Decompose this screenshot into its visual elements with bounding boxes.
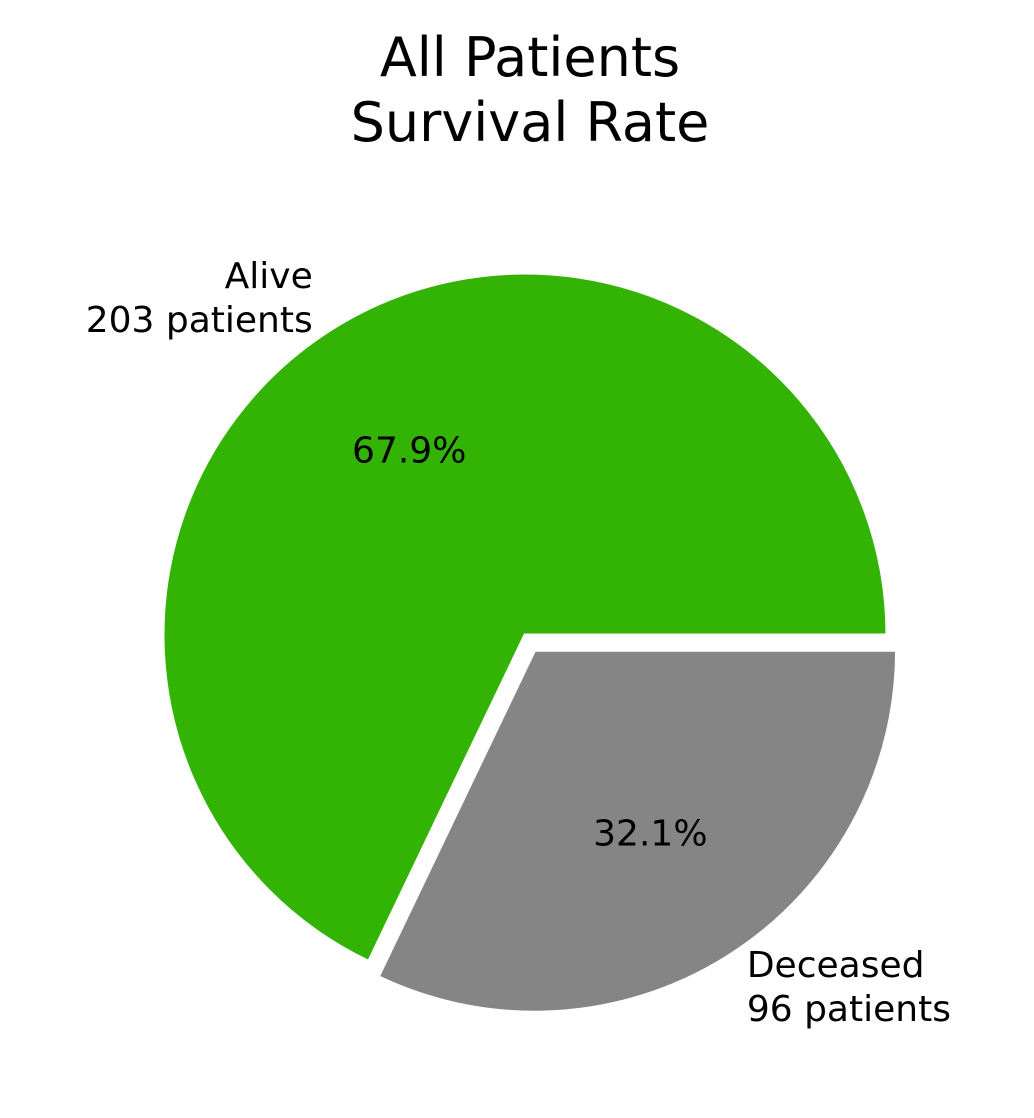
pie-slices [161,271,899,1014]
chart-title: All Patients Survival Rate [351,26,710,154]
pie-slice-label-1: Deceased 96 patients [747,945,951,1030]
pie-slice-label-line: 203 patients [86,300,313,341]
chart-title-line-2: Survival Rate [351,91,710,154]
pie-slice-label-line: Deceased [747,945,925,986]
pie-labels: 67.9% Alive 203 patients 32.1% Deceased 96 pa… [86,256,951,1030]
pie-slice-1 [376,648,899,1014]
chart-title-line-1: All Patients [380,26,680,89]
pie-slice-label-0: Alive 203 patients [86,256,313,341]
pie-slice-label-line: Alive [225,256,313,297]
pie-slice-label-line: 96 patients [747,989,951,1030]
pie-slice-percent-0: 67.9% [352,431,466,472]
pie-slice-0 [161,271,889,964]
pie-slice-percent-1: 32.1% [593,814,707,855]
